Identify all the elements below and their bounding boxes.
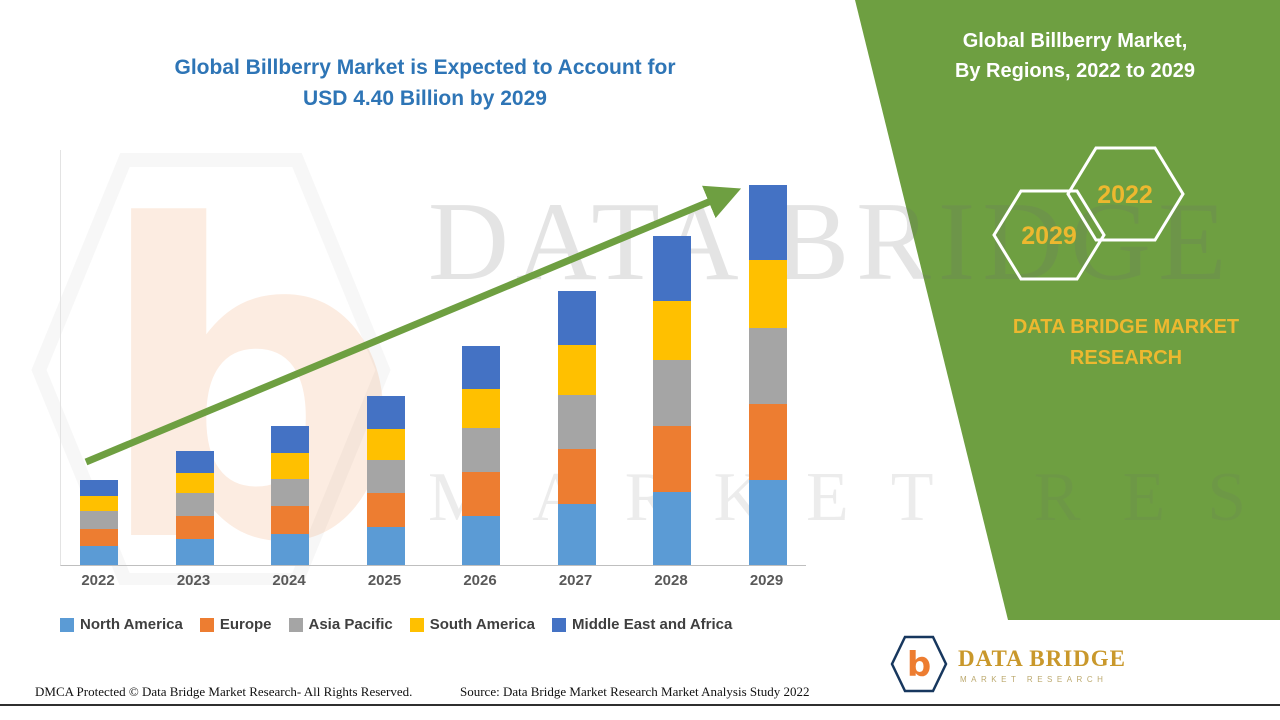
x-axis-label: 2022 xyxy=(81,572,115,589)
bar-segment xyxy=(366,429,405,460)
bar-segment xyxy=(653,425,691,492)
bar-segment xyxy=(748,404,787,481)
legend-swatch-icon xyxy=(288,617,303,632)
bar-segment xyxy=(80,511,118,529)
bar-segment xyxy=(748,184,787,260)
bar-segment xyxy=(462,428,500,472)
legend-label: Middle East and Africa xyxy=(572,616,733,633)
legend-label: Europe xyxy=(219,616,272,633)
x-axis: 2022 2023 2024 2025 2026 2027 2028 2029 xyxy=(60,572,805,596)
legend-item: North America xyxy=(60,616,183,633)
bar-segment xyxy=(748,259,787,329)
bar-segment xyxy=(271,533,309,565)
footer-divider-line xyxy=(0,704,1280,706)
footer-logo-hex-icon: b xyxy=(890,635,948,693)
bar-segment xyxy=(653,301,691,361)
bar-segment xyxy=(557,290,596,346)
bar-segment xyxy=(175,450,214,473)
x-axis-label: 2027 xyxy=(558,572,593,589)
side-panel-title-line1: Global Billberry Market, xyxy=(962,30,1188,52)
bar-segment xyxy=(271,478,309,507)
trend-arrow xyxy=(84,185,742,466)
legend-item: South America xyxy=(409,616,536,633)
x-axis-label: 2026 xyxy=(463,572,497,589)
footer-logo: b DATA BRIDGE MARKET RESEARCH xyxy=(890,634,1126,694)
bar-segment xyxy=(462,346,500,389)
bar-segment xyxy=(557,503,596,565)
legend-item: Middle East and Africa xyxy=(552,616,732,633)
chart-title-line1: Global Billberry Market is Expected to A… xyxy=(174,56,676,79)
x-axis-label: 2024 xyxy=(272,572,306,589)
bar-segment xyxy=(462,388,500,429)
bar-segment xyxy=(80,545,118,565)
hexagon-2022-label: 2022 xyxy=(1097,181,1153,209)
legend-label: South America xyxy=(429,616,536,633)
x-axis-label: 2023 xyxy=(176,572,211,589)
bar-segment xyxy=(557,394,596,450)
legend-item: Europe xyxy=(199,616,272,633)
legend-label: North America xyxy=(80,616,183,633)
bar-segment xyxy=(80,528,118,546)
bar-segment xyxy=(271,506,309,534)
bar-segment xyxy=(175,493,214,516)
bar-segment xyxy=(557,345,596,395)
bar-segment xyxy=(557,449,596,504)
brand-line2: RESEARCH xyxy=(1069,347,1183,369)
bar-segment xyxy=(653,360,691,426)
chart-legend: North America Europe Asia Pacific South Ame… xyxy=(60,616,840,633)
year-hexagons: 2022 2029 xyxy=(992,146,1185,281)
footer-logo-subtitle: MARKET RESEARCH xyxy=(960,675,1108,684)
legend-swatch-icon xyxy=(199,617,214,632)
bar-segment xyxy=(366,459,405,494)
x-axis-label: 2029 xyxy=(749,572,784,589)
legend-label: Asia Pacific xyxy=(308,616,393,633)
bar-segment xyxy=(462,471,500,516)
bar-segment xyxy=(175,539,214,565)
bar-segment xyxy=(653,236,691,302)
footer-dmca-text: DMCA Protected © Data Bridge Market Rese… xyxy=(35,684,413,699)
legend-swatch-icon xyxy=(552,617,567,632)
chart-title-line2: USD 4.40 Billion by 2029 xyxy=(303,87,547,110)
hexagon-2029 xyxy=(992,189,1106,281)
bar-segment xyxy=(748,480,787,565)
bar-segment xyxy=(175,472,214,494)
bar-segment xyxy=(271,453,309,479)
bar-segment xyxy=(366,395,405,430)
bar-chart xyxy=(60,150,806,566)
bar-segment xyxy=(366,526,405,565)
footer-logo-name: DATA BRIDGE xyxy=(958,646,1126,671)
hexagon-2029-label: 2029 xyxy=(1021,222,1077,250)
chart-title: Global Billberry Market is Expected to A… xyxy=(95,52,755,114)
bar-segment xyxy=(748,328,787,405)
side-panel-title-line2: By Regions, 2022 to 2029 xyxy=(954,60,1196,82)
brand-line1: DATA BRIDGE MARKET xyxy=(1012,316,1240,338)
hexagon-2022 xyxy=(1066,146,1185,242)
bar-segment xyxy=(80,480,118,496)
brand-wordmark: DATA BRIDGE MARKET RESEARCH xyxy=(990,312,1262,374)
bar-segment xyxy=(653,491,691,565)
side-panel-title: Global Billberry Market, By Regions, 202… xyxy=(920,26,1230,86)
bar-segment xyxy=(366,493,405,527)
x-axis-label: 2025 xyxy=(367,572,402,589)
x-axis-label: 2028 xyxy=(654,572,688,589)
svg-text:b: b xyxy=(907,645,931,685)
footer-source-text: Source: Data Bridge Market Research Mark… xyxy=(460,684,810,699)
legend-swatch-icon xyxy=(60,617,74,632)
plot-area xyxy=(61,150,806,565)
legend-item: Asia Pacific xyxy=(288,616,393,633)
bar-segment xyxy=(271,425,309,454)
bar-segment xyxy=(80,495,118,512)
bar-segment xyxy=(462,515,500,565)
legend-swatch-icon xyxy=(409,617,424,632)
bar-segment xyxy=(175,515,214,540)
